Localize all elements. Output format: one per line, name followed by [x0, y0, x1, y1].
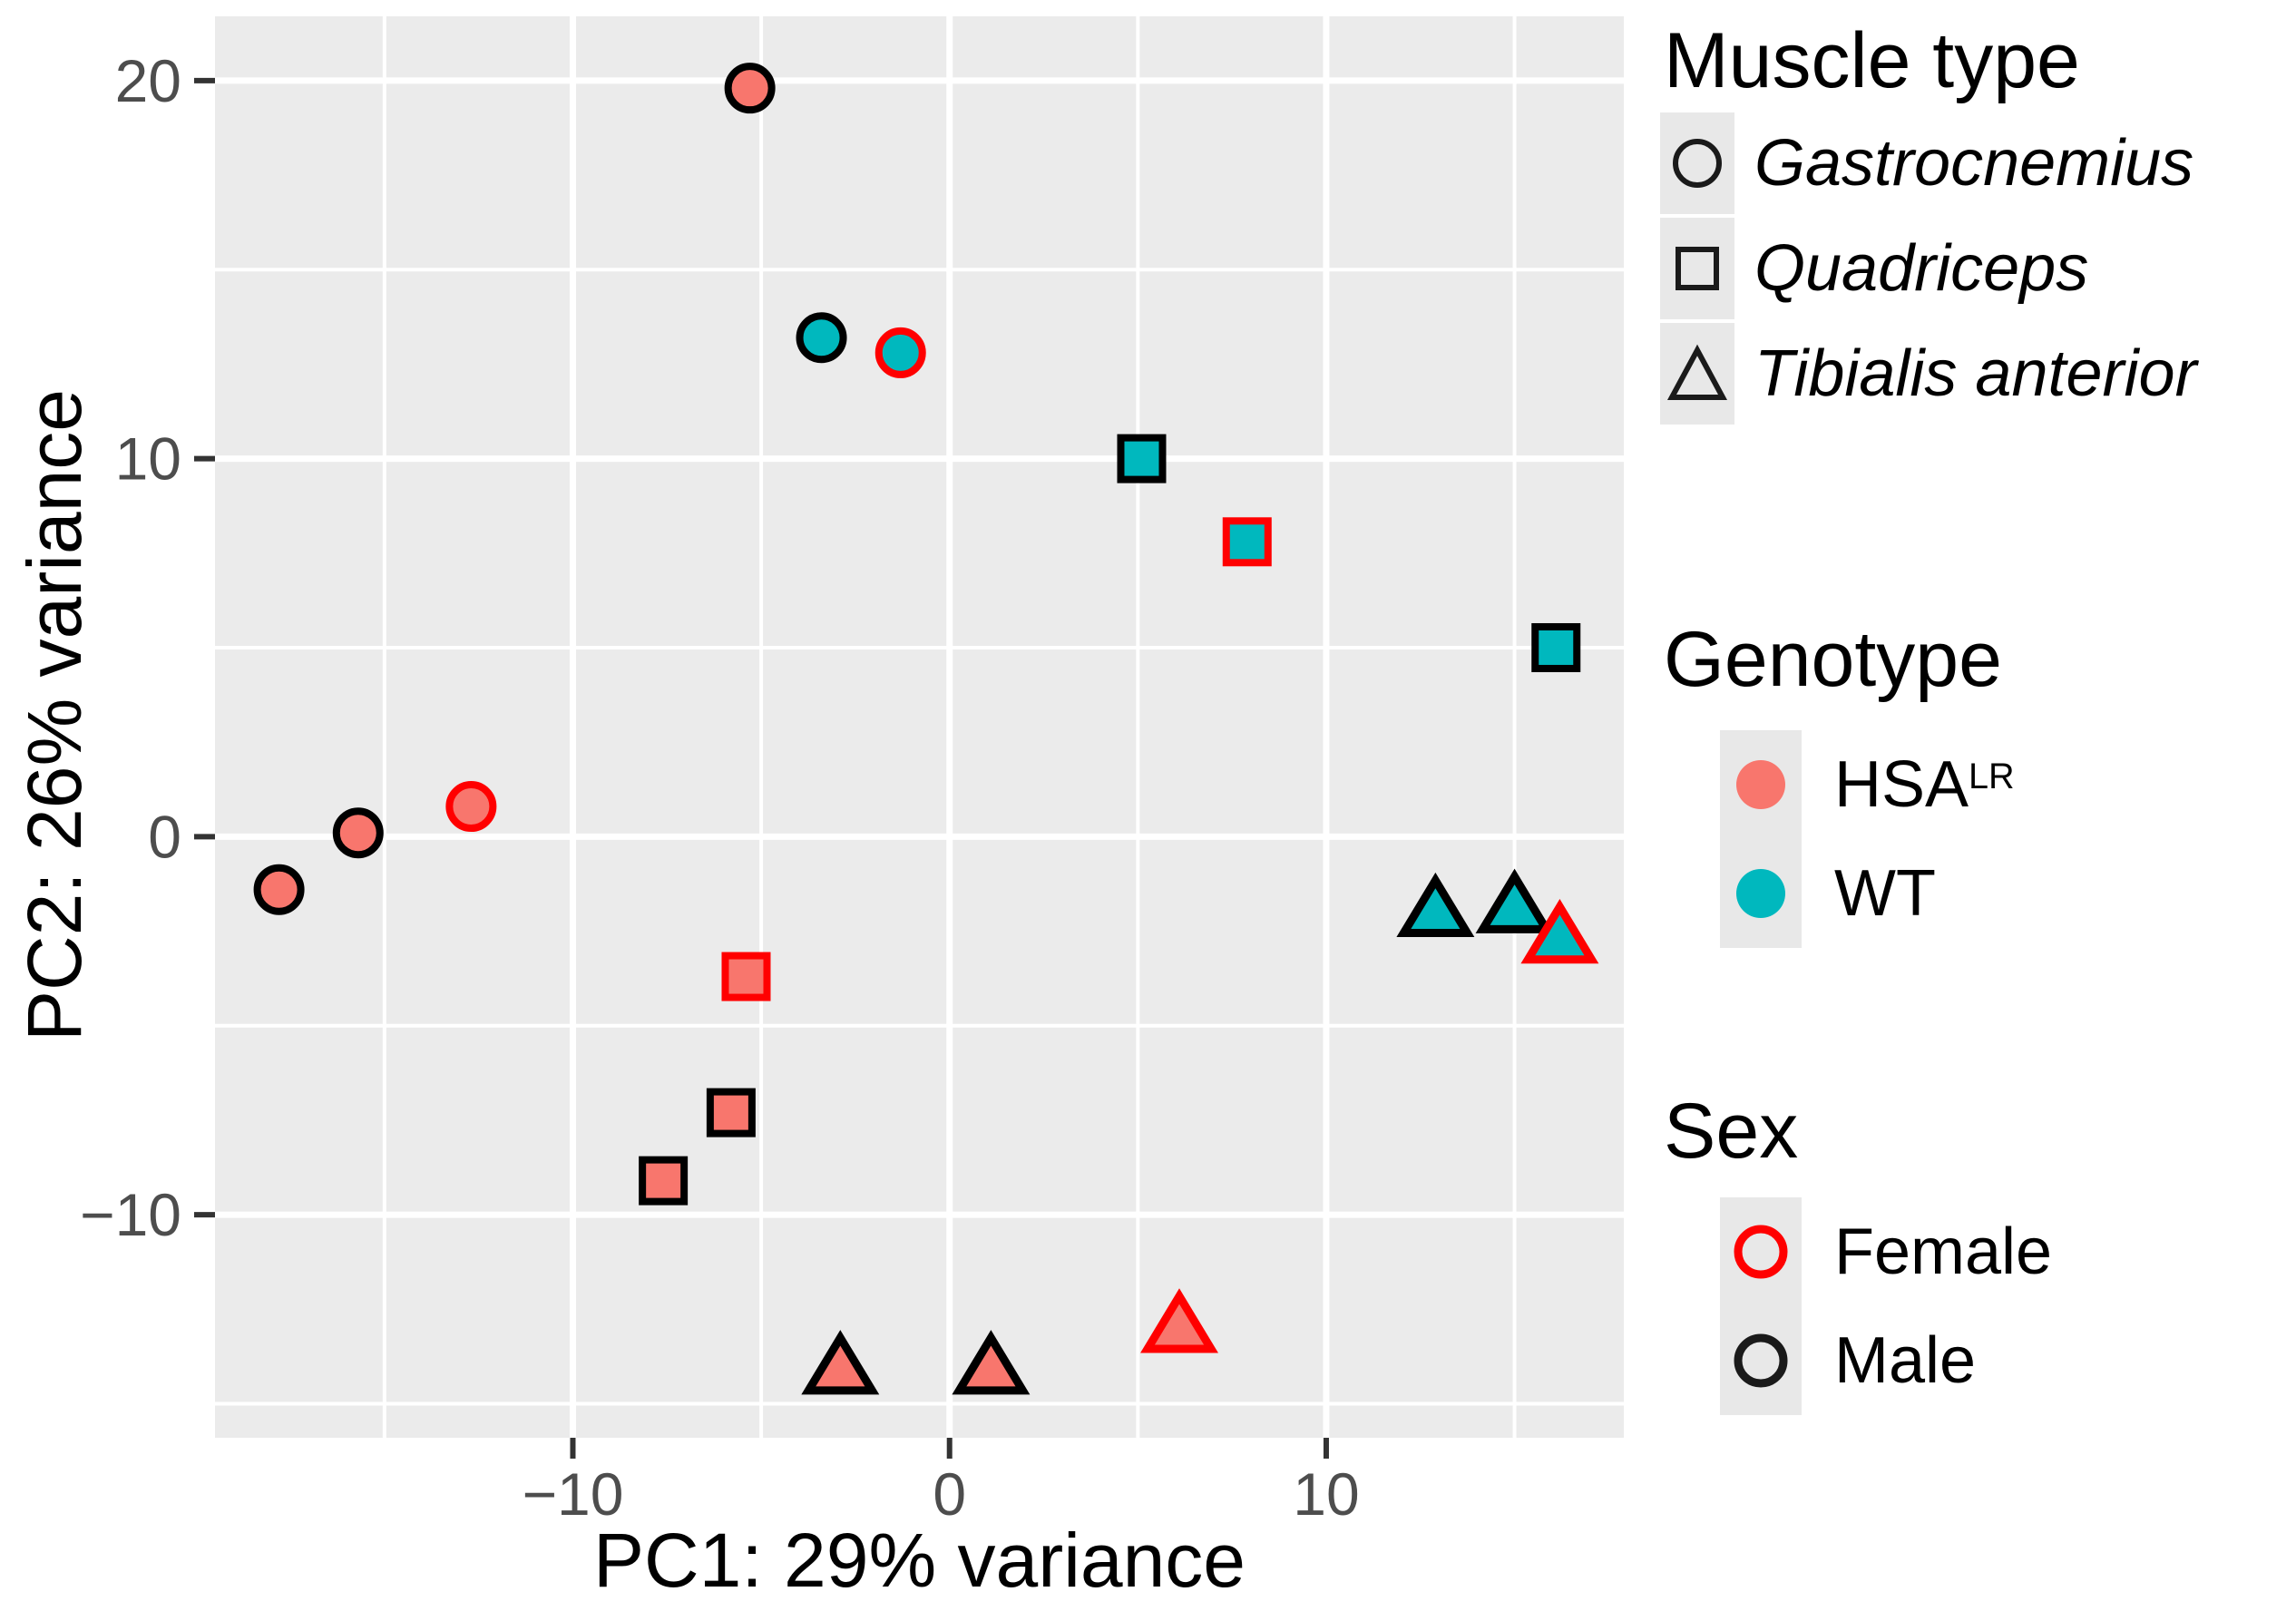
legend-title-muscle-type: Muscle type: [1664, 17, 2080, 104]
legend-item-gastrocnemius: Gastrocnemius: [1754, 127, 2194, 200]
data-point-circle-hsalr-male: [724, 63, 776, 114]
data-point-circle-wt-female: [874, 327, 926, 378]
square-key-icon: [1676, 247, 1719, 290]
legend-item-male: Male: [1834, 1324, 1977, 1397]
legend-key-quadriceps: [1660, 218, 1734, 319]
legend-item-quadriceps: Quadriceps: [1754, 232, 2089, 305]
hsalr-dot-icon: [1736, 760, 1785, 809]
data-point-square-wt-male: [1531, 622, 1581, 672]
data-point-triangle-hsalr-male: [801, 1330, 880, 1395]
y-tick-label: 10: [115, 425, 181, 493]
data-point-square-hsalr-female: [721, 952, 771, 1001]
data-point-circle-hsalr-male: [253, 864, 305, 915]
y-tick-label: −10: [80, 1181, 181, 1248]
x-tick-label: 10: [1293, 1460, 1359, 1528]
data-point-triangle-hsalr-female: [1140, 1288, 1218, 1353]
y-tick-label: 20: [115, 47, 181, 114]
triangle-key-icon: [1666, 344, 1728, 400]
legend-title-sex: Sex: [1664, 1088, 1799, 1175]
legend-key-gastrocnemius: [1660, 112, 1734, 214]
male-ring-icon: [1734, 1333, 1788, 1388]
data-point-triangle-wt-male: [1475, 868, 1554, 933]
x-tick-label: −10: [522, 1460, 623, 1528]
data-point-triangle-wt-male: [1396, 872, 1475, 938]
circle-key-icon: [1673, 139, 1722, 188]
x-axis-title: PC1: 29% variance: [592, 1518, 1246, 1603]
data-point-triangle-wt-female: [1520, 899, 1599, 964]
legend-item-tibialis-anterior: Tibialis anterior: [1754, 337, 2197, 410]
data-point-circle-wt-male: [796, 312, 847, 364]
legend-key-female: [1720, 1197, 1802, 1306]
y-axis-title: PC2: 26% variance: [12, 388, 97, 1042]
plot-panel: [215, 16, 1624, 1438]
legend-item-wt: WT: [1834, 857, 1936, 930]
legend-key-hsalr: [1720, 730, 1802, 839]
legend-key-male: [1720, 1306, 1802, 1415]
data-point-square-wt-male: [1117, 434, 1167, 483]
data-point-circle-hsalr-female: [445, 781, 497, 833]
data-point-triangle-hsalr-male: [952, 1330, 1031, 1395]
data-point-square-hsalr-male: [706, 1088, 756, 1138]
legend-key-tibialis-anterior: [1660, 323, 1734, 425]
hsalr-superscript: LR: [1969, 757, 2015, 797]
legend-key-wt: [1720, 839, 1802, 948]
legend-item-hsalr: HSALR: [1834, 748, 2015, 821]
wt-dot-icon: [1736, 869, 1785, 918]
data-point-circle-hsalr-male: [332, 807, 384, 859]
y-tick-label: 0: [148, 803, 181, 870]
legend-title-genotype: Genotype: [1664, 616, 2002, 703]
x-tick-label: 0: [933, 1460, 966, 1528]
data-point-square-wt-female: [1222, 517, 1272, 567]
female-ring-icon: [1734, 1225, 1788, 1279]
legend-item-female: Female: [1834, 1216, 2053, 1288]
data-point-square-hsalr-male: [639, 1156, 689, 1206]
